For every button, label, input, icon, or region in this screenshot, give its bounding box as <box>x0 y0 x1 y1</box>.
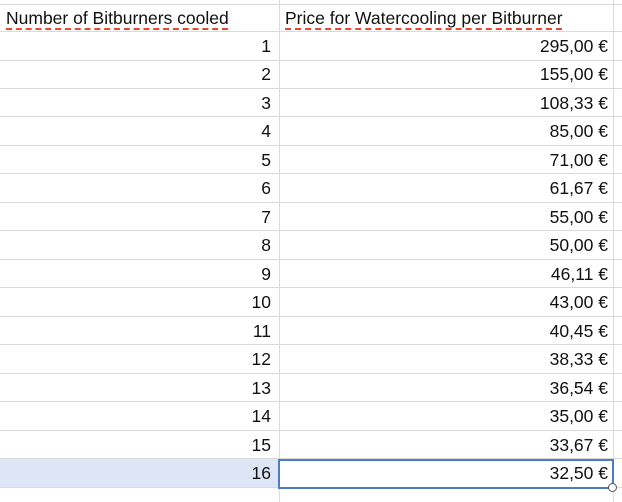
table-row[interactable]: 16 32,50 € <box>0 459 622 488</box>
count-cell[interactable]: 12 <box>251 349 271 370</box>
price-cell[interactable]: 46,11 € <box>550 263 608 284</box>
table-row[interactable]: 7 55,00 € <box>0 203 622 232</box>
count-cell[interactable]: 4 <box>261 121 271 142</box>
count-cell[interactable]: 2 <box>261 64 271 85</box>
count-cell[interactable]: 5 <box>261 149 271 170</box>
price-cell[interactable]: 33,67 € <box>549 434 608 455</box>
count-cell[interactable]: 10 <box>251 292 271 313</box>
price-cell[interactable]: 85,00 € <box>549 121 608 142</box>
header-cell-count[interactable]: Number of Bitburners cooled <box>0 4 279 31</box>
table-row[interactable]: 12 38,33 € <box>0 345 622 374</box>
price-cell[interactable]: 108,33 € <box>539 92 608 113</box>
price-cell[interactable]: 61,67 € <box>549 178 608 199</box>
count-cell[interactable]: 14 <box>251 406 271 427</box>
table-row[interactable]: 2 155,00 € <box>0 60 622 89</box>
count-cell[interactable]: 13 <box>251 377 271 398</box>
header-text: Number of Bitburners cooled <box>6 8 229 28</box>
table-row[interactable]: 6 61,67 € <box>0 174 622 203</box>
header-cell-price[interactable]: Price for Watercooling per Bitburner <box>280 4 613 31</box>
header-row[interactable]: Number of Bitburners cooled Price for Wa… <box>0 4 622 32</box>
count-cell[interactable]: 3 <box>261 92 271 113</box>
count-cell[interactable]: 7 <box>261 206 271 227</box>
table-row[interactable]: 3 108,33 € <box>0 89 622 118</box>
price-cell[interactable]: 155,00 € <box>539 64 608 85</box>
price-cell[interactable]: 36,54 € <box>549 377 608 398</box>
count-cell[interactable]: 11 <box>252 320 271 341</box>
count-cell[interactable]: 15 <box>251 434 271 455</box>
count-cell[interactable]: 1 <box>261 36 271 56</box>
table-row[interactable]: 1 295,00 € <box>0 32 622 61</box>
table-row[interactable]: 11 40,45 € <box>0 317 622 346</box>
count-cell[interactable]: 6 <box>261 178 271 199</box>
fill-handle[interactable] <box>608 483 617 492</box>
table-row[interactable]: 10 43,00 € <box>0 288 622 317</box>
price-cell[interactable]: 55,00 € <box>549 206 608 227</box>
header-text: Price for Watercooling per Bitburner <box>285 8 563 28</box>
count-cell[interactable]: 8 <box>261 235 271 256</box>
table-row[interactable]: 13 36,54 € <box>0 374 622 403</box>
price-cell[interactable]: 50,00 € <box>549 235 608 256</box>
price-cell[interactable]: 32,50 € <box>549 463 608 484</box>
table-row[interactable]: 5 71,00 € <box>0 146 622 175</box>
price-cell[interactable]: 43,00 € <box>549 292 608 313</box>
price-cell[interactable]: 71,00 € <box>549 149 608 170</box>
price-cell[interactable]: 38,33 € <box>549 349 608 370</box>
count-cell[interactable]: 9 <box>261 263 271 284</box>
column-divider <box>279 0 280 502</box>
table-row[interactable]: 15 33,67 € <box>0 431 622 460</box>
column-divider <box>613 0 614 502</box>
price-cell[interactable]: 295,00 € <box>539 36 608 56</box>
table-row[interactable]: 9 46,11 € <box>0 260 622 289</box>
price-cell[interactable]: 40,45 € <box>549 320 608 341</box>
table-row[interactable]: 4 85,00 € <box>0 117 622 146</box>
count-cell[interactable]: 16 <box>0 459 279 487</box>
table-row[interactable]: 8 50,00 € <box>0 231 622 260</box>
grid-line <box>0 4 622 5</box>
selected-cell-border <box>278 459 614 489</box>
price-cell[interactable]: 35,00 € <box>549 406 608 427</box>
table-row[interactable]: 14 35,00 € <box>0 402 622 431</box>
